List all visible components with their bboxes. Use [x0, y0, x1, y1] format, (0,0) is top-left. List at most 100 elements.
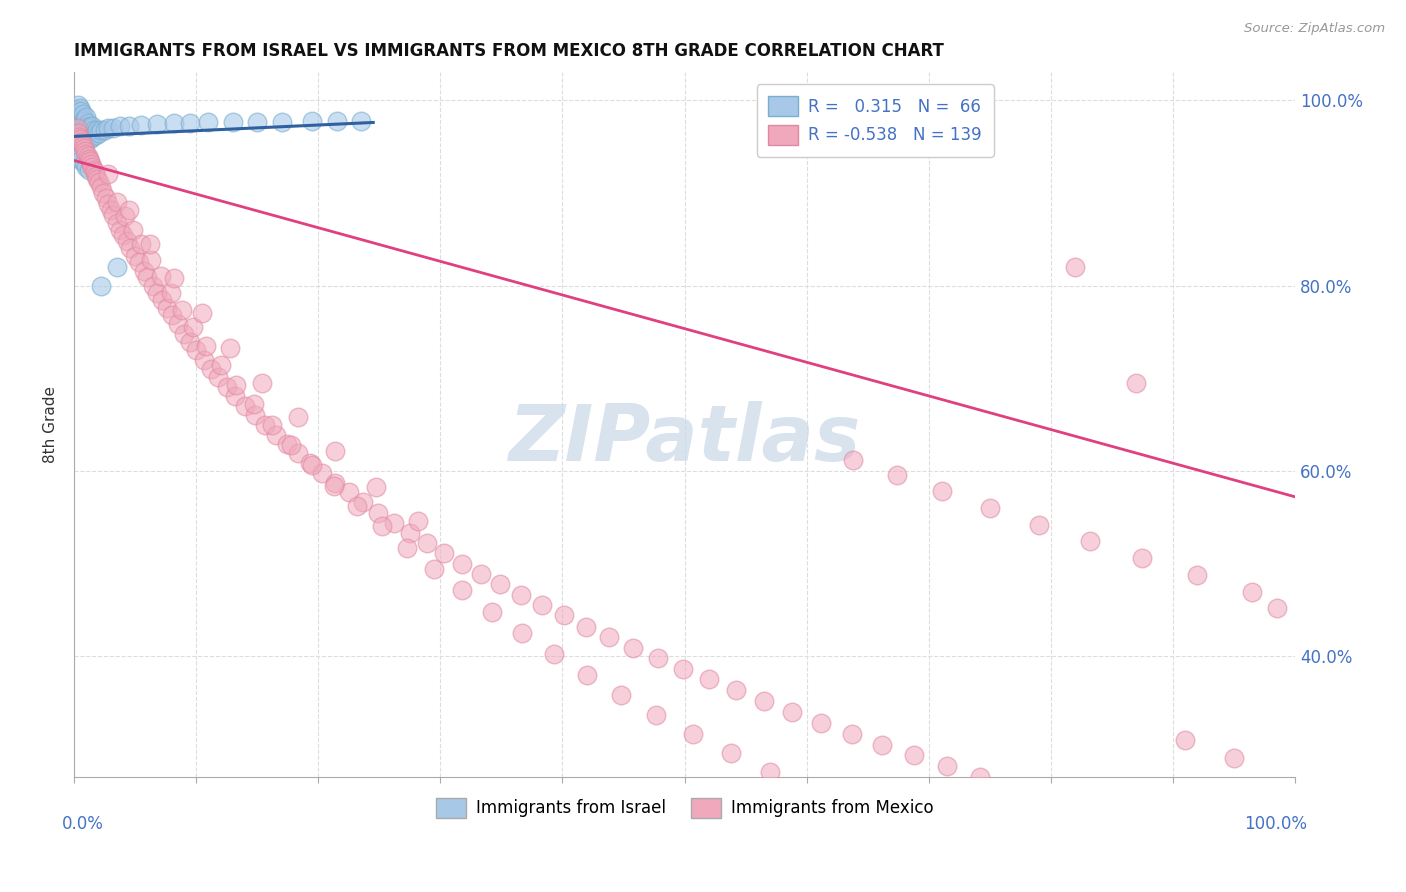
Point: [69, 132, 91, 146]
Point: [173, 326, 195, 341]
Point: [82, 119, 104, 133]
Y-axis label: 8th Grade: 8th Grade: [44, 386, 58, 463]
Point: [170, 302, 193, 317]
Point: [841, 727, 863, 741]
Point: [1223, 751, 1246, 765]
Point: [682, 727, 704, 741]
Point: [799, 780, 821, 795]
Point: [111, 227, 134, 242]
Text: 100.0%: 100.0%: [1244, 815, 1308, 833]
Point: [77, 152, 100, 166]
Point: [97, 167, 120, 181]
Point: [75, 121, 97, 136]
Point: [287, 410, 309, 425]
Point: [101, 121, 124, 136]
Point: [246, 114, 269, 128]
Point: [233, 399, 256, 413]
Point: [75, 160, 97, 174]
Point: [209, 358, 232, 372]
Point: [76, 149, 98, 163]
Point: [67, 116, 90, 130]
Point: [1002, 780, 1025, 795]
Point: [724, 682, 747, 697]
Point: [598, 630, 620, 644]
Point: [76, 128, 98, 143]
Point: [575, 667, 598, 681]
Point: [83, 165, 105, 179]
Point: [287, 446, 309, 460]
Point: [1241, 585, 1264, 599]
Point: [73, 112, 96, 126]
Point: [82, 130, 104, 145]
Point: [451, 583, 474, 598]
Point: [75, 147, 97, 161]
Point: [193, 352, 215, 367]
Point: [67, 130, 90, 145]
Point: [94, 190, 117, 204]
Point: [149, 269, 172, 284]
Point: [222, 115, 245, 129]
Point: [83, 126, 105, 140]
Point: [86, 123, 108, 137]
Point: [97, 197, 120, 211]
Point: [73, 156, 96, 170]
Point: [132, 263, 155, 277]
Text: Source: ZipAtlas.com: Source: ZipAtlas.com: [1244, 22, 1385, 36]
Point: [1125, 376, 1147, 390]
Point: [936, 759, 959, 773]
Point: [260, 417, 283, 432]
Point: [647, 651, 669, 665]
Point: [382, 516, 405, 530]
Point: [346, 499, 368, 513]
Point: [270, 114, 292, 128]
Point: [931, 484, 953, 499]
Point: [66, 147, 89, 161]
Point: [160, 308, 183, 322]
Point: [128, 255, 150, 269]
Point: [93, 186, 115, 200]
Point: [510, 588, 533, 602]
Point: [73, 123, 96, 137]
Point: [79, 154, 101, 169]
Point: [67, 151, 90, 165]
Point: [84, 128, 107, 142]
Point: [842, 452, 865, 467]
Point: [66, 112, 89, 126]
Point: [90, 180, 112, 194]
Point: [416, 536, 439, 550]
Point: [186, 343, 208, 358]
Point: [353, 495, 375, 509]
Point: [1187, 567, 1209, 582]
Point: [398, 525, 420, 540]
Point: [325, 444, 347, 458]
Point: [72, 130, 94, 145]
Point: [163, 271, 186, 285]
Point: [280, 438, 302, 452]
Point: [337, 485, 360, 500]
Point: [150, 293, 173, 308]
Point: [886, 468, 908, 483]
Point: [70, 135, 93, 149]
Point: [69, 109, 91, 123]
Point: [311, 466, 333, 480]
Point: [101, 208, 124, 222]
Point: [301, 113, 323, 128]
Point: [553, 608, 575, 623]
Point: [76, 116, 98, 130]
Point: [146, 285, 169, 300]
Point: [129, 236, 152, 251]
Point: [75, 128, 97, 142]
Point: [82, 160, 104, 174]
Point: [79, 132, 101, 146]
Point: [1265, 601, 1288, 615]
Point: [903, 748, 925, 763]
Point: [115, 234, 138, 248]
Point: [124, 249, 146, 263]
Point: [105, 215, 128, 229]
Point: [276, 437, 298, 451]
Point: [69, 101, 91, 115]
Point: [242, 397, 264, 411]
Point: [66, 98, 89, 112]
Point: [73, 141, 96, 155]
Legend: Immigrants from Israel, Immigrants from Mexico: Immigrants from Israel, Immigrants from …: [429, 791, 941, 824]
